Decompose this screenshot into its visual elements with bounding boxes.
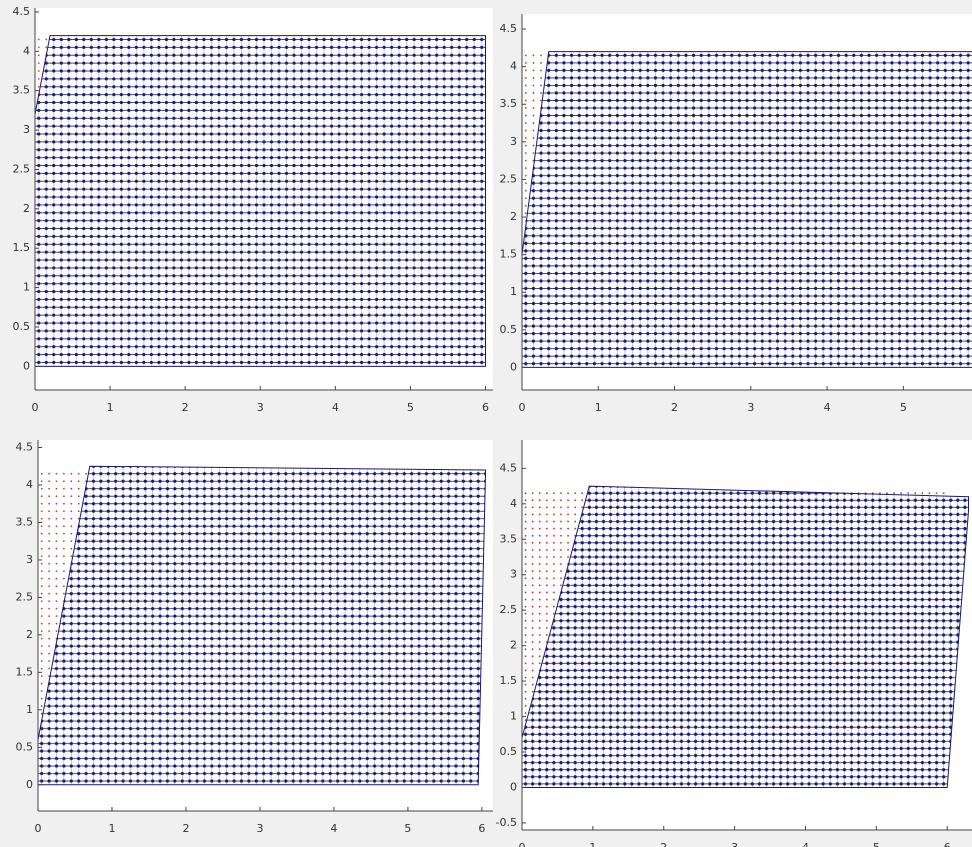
plot-content: [522, 52, 972, 368]
x-tick-label: 3: [731, 841, 738, 847]
y-tick-label: 0: [26, 778, 33, 791]
x-tick-label: 0: [35, 822, 42, 835]
y-tick-label: 1.5: [13, 241, 31, 254]
x-tick-label: 4: [332, 401, 339, 414]
y-tick-label: 4: [23, 44, 30, 57]
y-tick-label: 0.5: [500, 745, 518, 758]
y-tick-label: 2: [510, 639, 517, 652]
y-tick-label: 1.5: [500, 674, 518, 687]
x-tick-label: 2: [182, 822, 189, 835]
y-tick-label: 3.5: [16, 515, 34, 528]
y-tick-label: 1: [510, 710, 517, 723]
y-tick-label: 2: [23, 202, 30, 215]
y-tick-label: 4.5: [500, 22, 518, 35]
x-tick-label: 5: [900, 401, 907, 414]
y-tick-label: 1.5: [500, 248, 518, 261]
y-tick-label: 1: [510, 285, 517, 298]
y-tick-label: 2.5: [16, 590, 34, 603]
page: {"chart_data": [ {"type": "area", "xlim"…: [0, 0, 972, 847]
x-tick-label: 4: [802, 841, 809, 847]
y-tick-label: 3: [26, 553, 33, 566]
x-tick-label: 2: [182, 401, 189, 414]
subplot: 0 1 2 3 4 5 6 0 0.5 1 1.5 2 2.5 3 3.5 4 4.5: [0, 428, 493, 847]
x-tick-label: 5: [407, 401, 414, 414]
x-tick-label: 1: [107, 401, 114, 414]
x-tick-label: 2: [660, 841, 667, 847]
x-tick-label: 6: [944, 841, 951, 847]
y-tick-label: 0: [510, 360, 517, 373]
y-tick-label: 4: [510, 60, 517, 73]
subplot: 0 1 2 3 4 5 6 0 0.5 1 1.5 2 2.5 3 3.5 4 4.5: [0, 0, 493, 415]
y-tick-label: 3: [510, 568, 517, 581]
y-tick-label: 4.5: [16, 440, 34, 453]
x-tick-label: 4: [330, 822, 337, 835]
deformed-lattice: [35, 36, 486, 367]
x-tick-label: 3: [747, 401, 754, 414]
x-tick-label: 4: [824, 401, 831, 414]
plot-content: [522, 486, 969, 787]
y-tick-label: 2: [26, 628, 33, 641]
x-tick-label: 5: [404, 822, 411, 835]
y-tick-label: 4.5: [13, 5, 31, 18]
x-tick-label: 0: [519, 401, 526, 414]
x-tick-label: 6: [482, 401, 489, 414]
subplot: 0 1 2 3 4 5 0 0.5 1 1.5 2 2.5 3 3.5 4 4.5: [496, 0, 972, 415]
y-tick-label: -0.5: [496, 816, 517, 829]
x-tick-label: 6: [478, 822, 485, 835]
x-tick-label: 1: [595, 401, 602, 414]
x-tick-label: 1: [589, 841, 596, 847]
y-tick-label: 0: [23, 359, 30, 372]
y-tick-label: 1: [23, 281, 30, 294]
y-tick-label: 3: [510, 135, 517, 148]
x-tick-label: 2: [671, 401, 678, 414]
y-tick-label: 1.5: [16, 665, 34, 678]
x-tick-label: 0: [32, 401, 39, 414]
y-tick-label: 4.5: [500, 461, 518, 474]
y-tick-label: 2.5: [500, 172, 518, 185]
y-tick-label: 0.5: [16, 740, 34, 753]
y-tick-label: 3.5: [13, 84, 31, 97]
y-tick-label: 1: [26, 703, 33, 716]
deformed-lattice: [522, 52, 972, 368]
y-tick-label: 3.5: [500, 532, 518, 545]
x-tick-label: 0: [519, 841, 526, 847]
subplot: 0 1 2 3 4 5 6 -0.5 0 0.5 1 1.5 2 2.5 3 3.5 4 4.5: [496, 428, 972, 847]
y-tick-label: 2.5: [13, 162, 31, 175]
x-tick-label: 5: [873, 841, 880, 847]
y-tick-label: 0.5: [500, 323, 518, 336]
x-tick-label: 3: [257, 401, 264, 414]
x-tick-label: 3: [256, 822, 263, 835]
figure: 0 1 2 3 4 5 6 0 0.5 1 1.5 2 2.5 3 3.5 4 4.5 0 1 2 3 4 5 0 0.5 1 1.…: [0, 0, 972, 847]
y-tick-label: 0.5: [13, 320, 31, 333]
y-tick-label: 4: [26, 478, 33, 491]
y-tick-label: 3.5: [500, 97, 518, 110]
deformed-lattice: [522, 486, 969, 787]
y-tick-label: 2.5: [500, 603, 518, 616]
plot-content: [38, 466, 486, 785]
y-tick-label: 3: [23, 123, 30, 136]
y-tick-label: 4: [510, 497, 517, 510]
y-tick-label: 0: [510, 780, 517, 793]
x-tick-label: 1: [108, 822, 115, 835]
plot-content: [35, 36, 486, 367]
y-tick-label: 2: [510, 210, 517, 223]
deformed-lattice: [38, 466, 486, 785]
